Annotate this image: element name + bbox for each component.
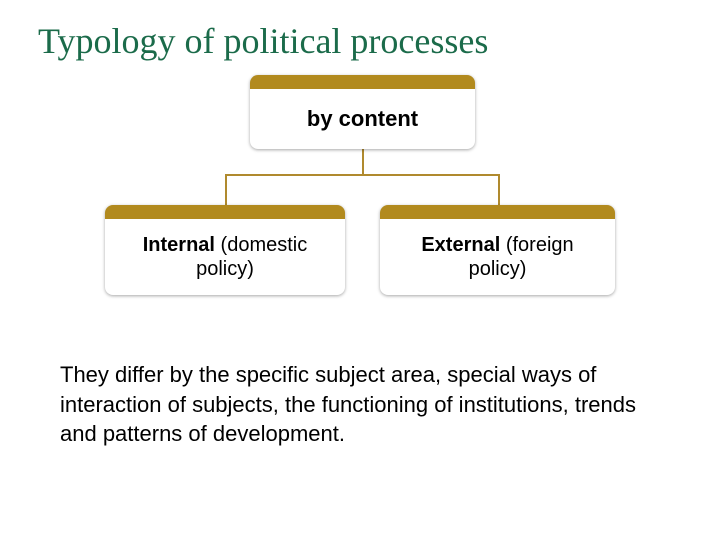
connector bbox=[362, 149, 364, 174]
node-label: External (foreign policy) bbox=[390, 233, 605, 281]
node-label-bold: External bbox=[421, 234, 500, 256]
typology-diagram: by content Internal (domestic policy) Ex… bbox=[105, 75, 615, 310]
node-by-content: by content bbox=[250, 75, 475, 149]
node-label: Internal (domestic policy) bbox=[115, 233, 335, 281]
node-internal: Internal (domestic policy) bbox=[105, 205, 345, 295]
connector bbox=[225, 174, 500, 176]
node-label-bold: Internal bbox=[143, 234, 215, 256]
page-title: Typology of political processes bbox=[38, 20, 488, 62]
connector bbox=[498, 174, 500, 205]
connector bbox=[225, 174, 227, 205]
node-external: External (foreign policy) bbox=[380, 205, 615, 295]
description-text: They differ by the specific subject area… bbox=[60, 360, 665, 449]
node-label: by content bbox=[260, 106, 465, 132]
